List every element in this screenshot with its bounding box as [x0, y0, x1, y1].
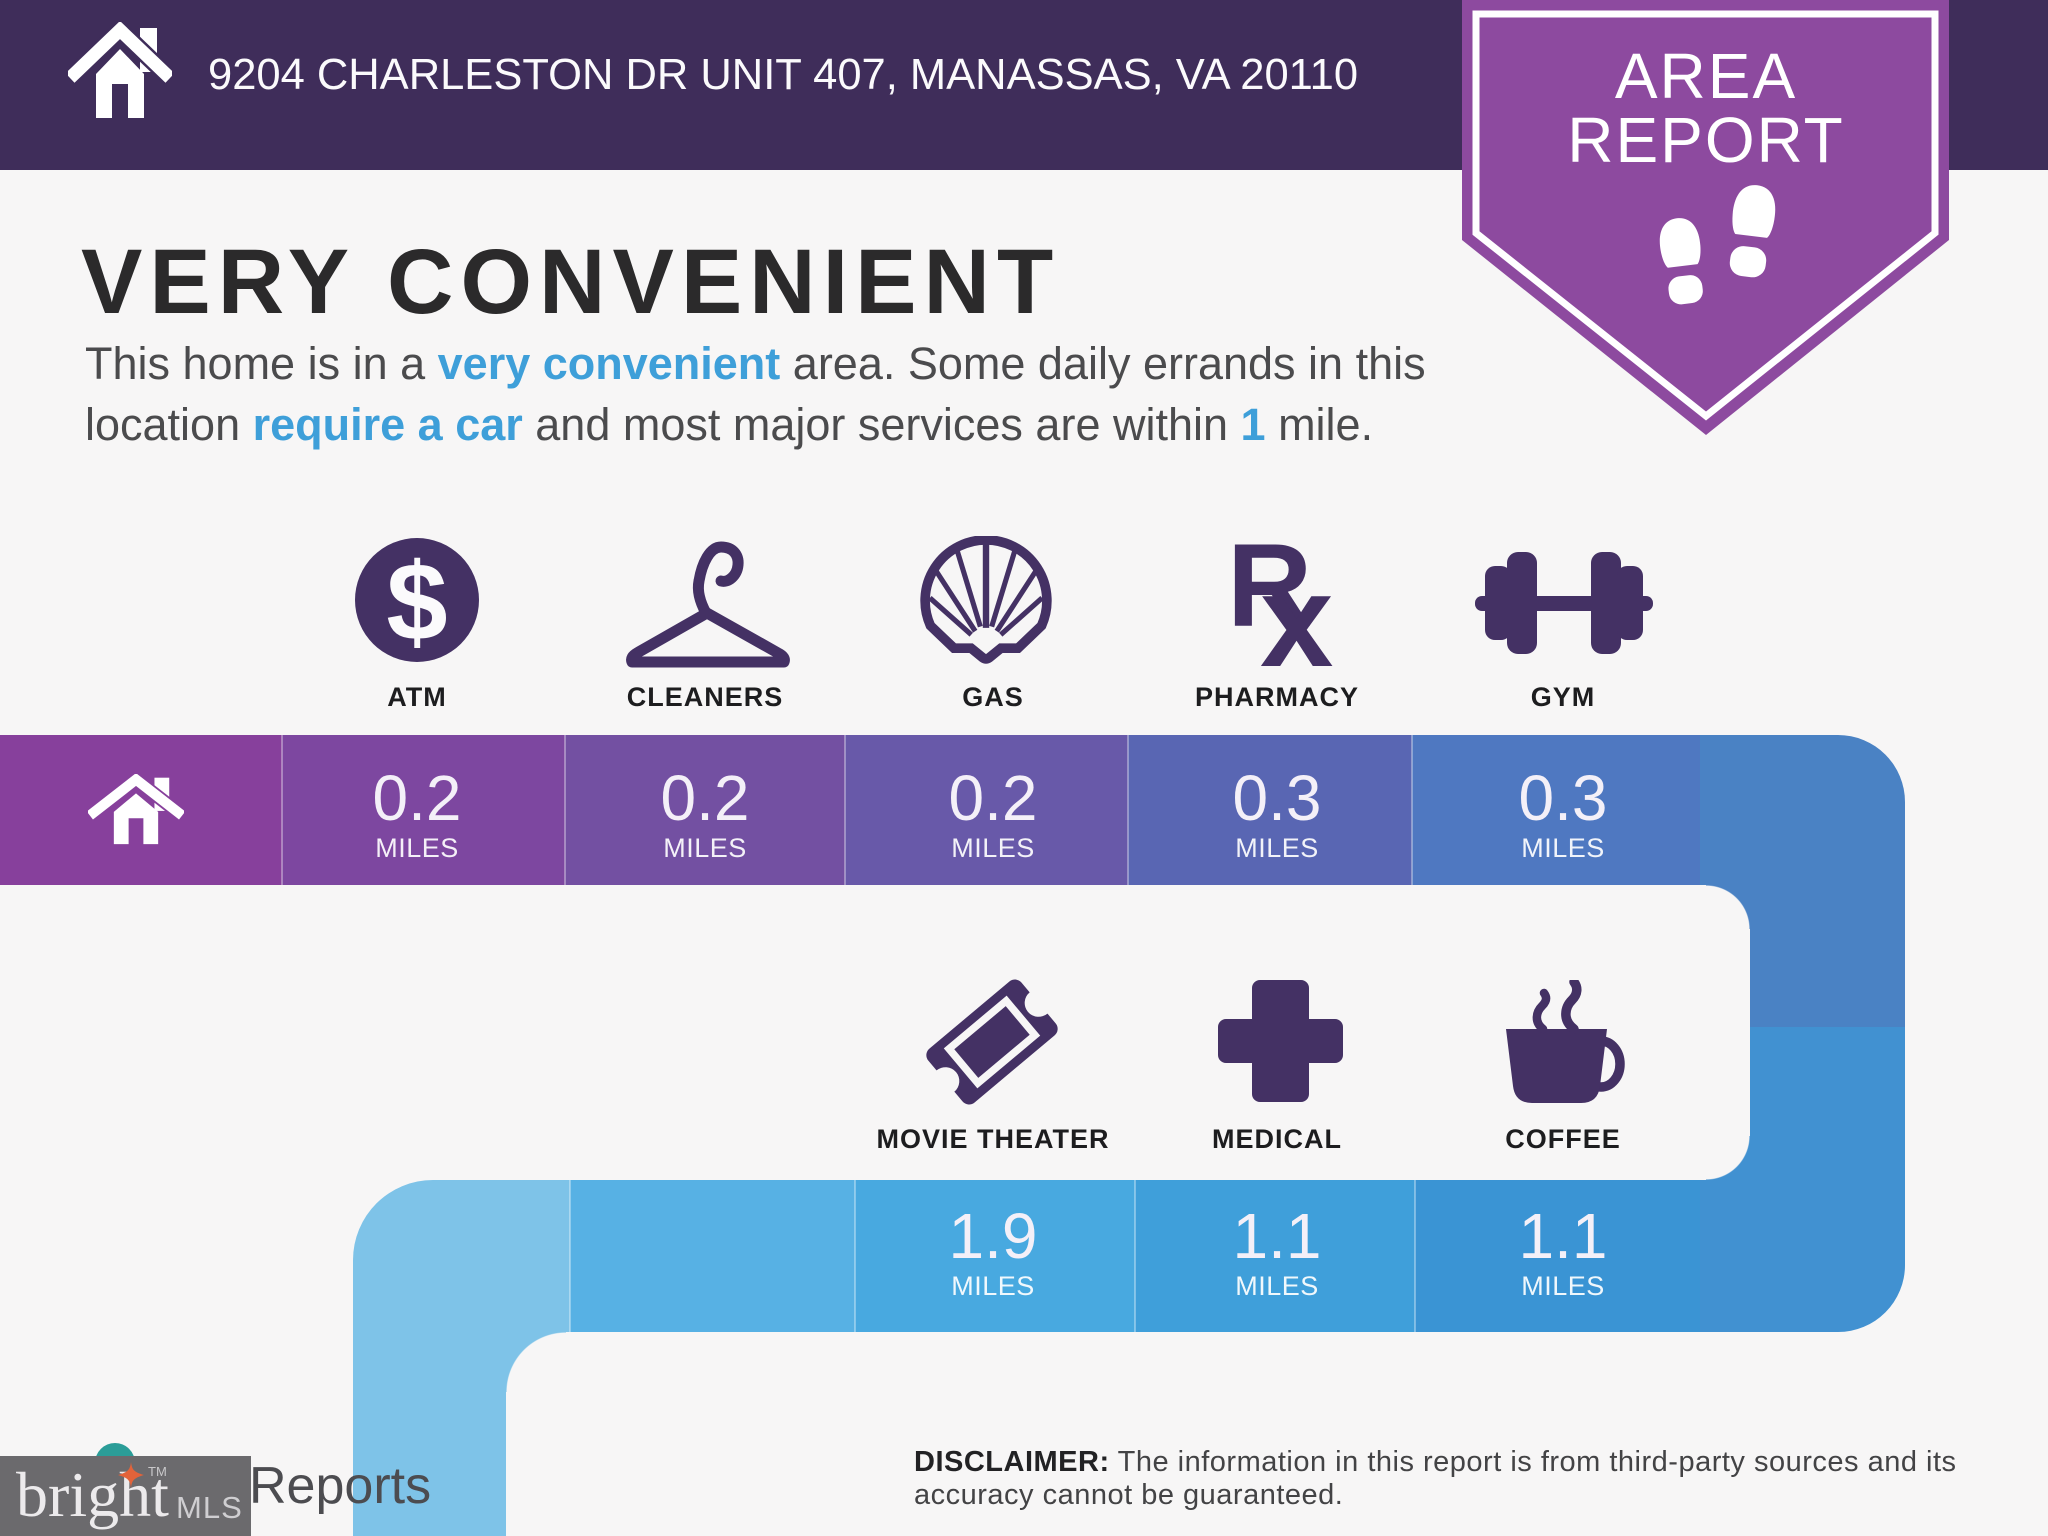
svg-text:REPORT: REPORT — [1567, 104, 1845, 176]
svg-text:R: R — [1231, 538, 1312, 652]
svg-text:$: $ — [386, 541, 447, 664]
svg-text:x: x — [1260, 547, 1333, 670]
svg-text:AREA: AREA — [1615, 40, 1797, 112]
